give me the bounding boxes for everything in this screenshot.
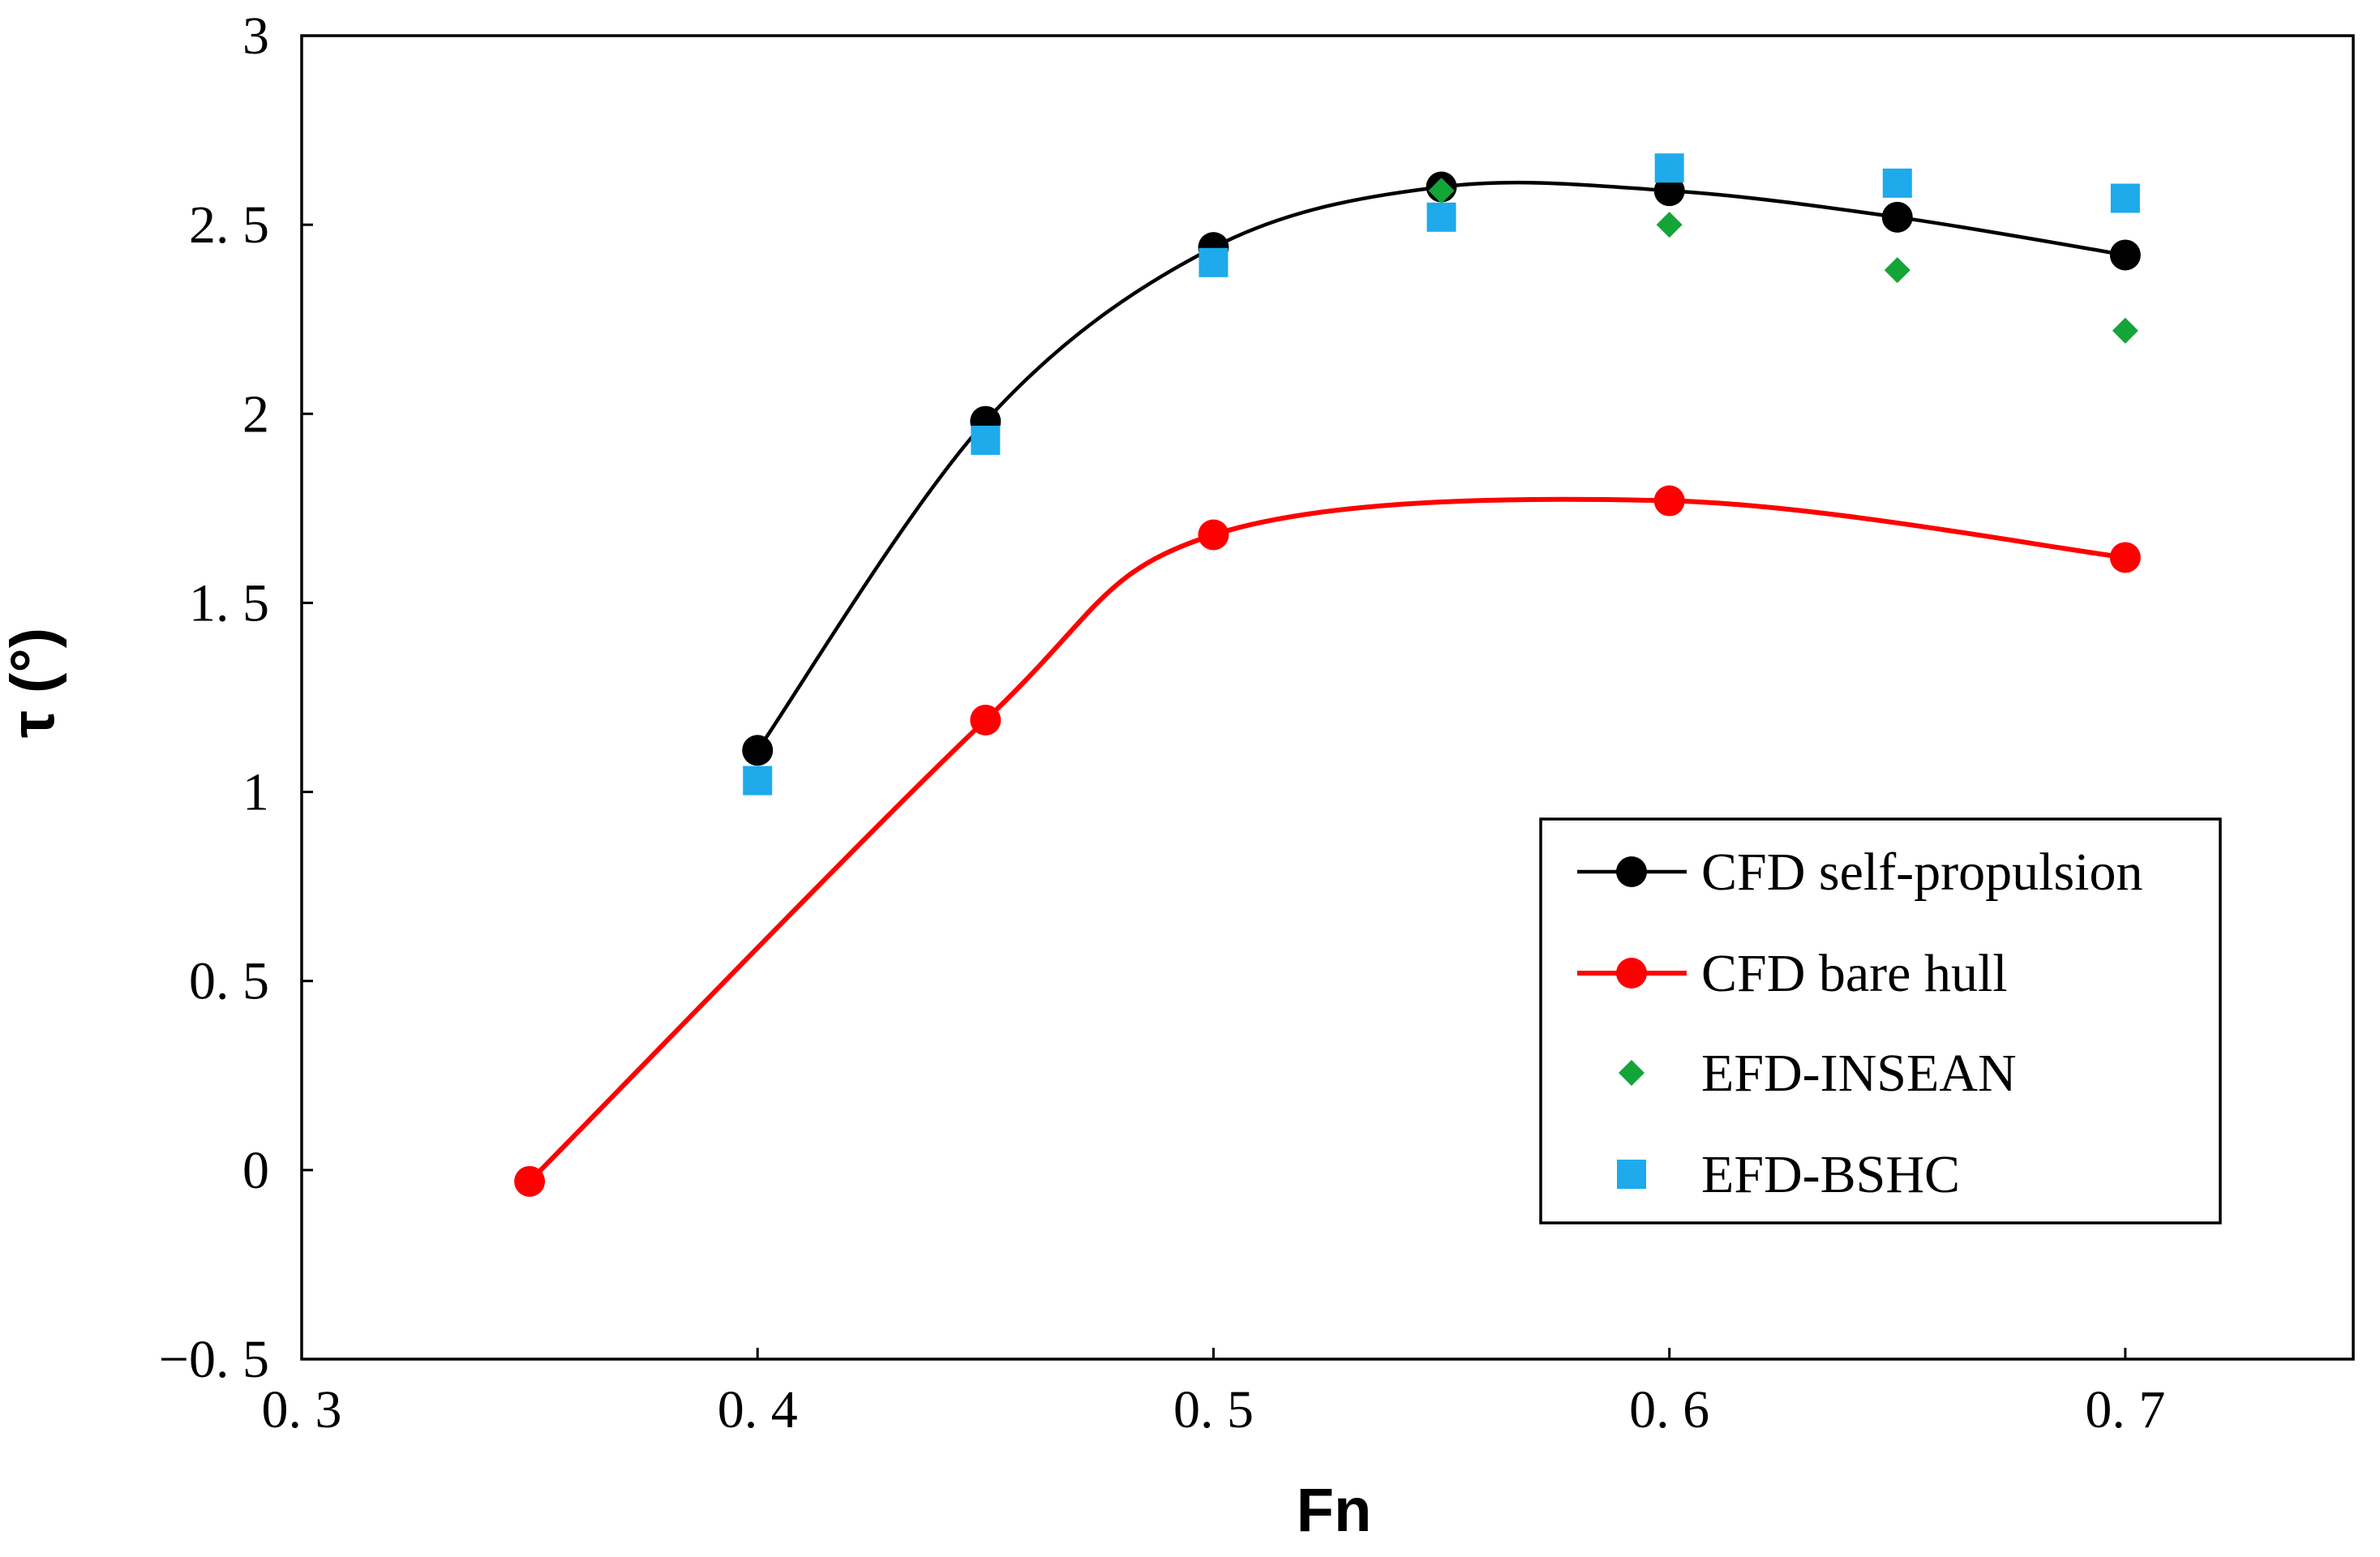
data-point-efd-bshc bbox=[2110, 183, 2140, 213]
y-tick-label: 3 bbox=[242, 6, 269, 66]
legend-marker-cfd-self-propulsion bbox=[1616, 856, 1647, 887]
legend: CFD self-propulsion CFD bare hull EFD-INSE… bbox=[1539, 817, 2222, 1225]
ticks-layer: 0. 3 0. 4 0. 5 0. 6 0. 7 −0. 5 0 0. 5 1 1. 5 2 2. 5… bbox=[159, 6, 2166, 1439]
data-point-efd-insean bbox=[1884, 257, 1910, 284]
x-tick-label: 0. 5 bbox=[1173, 1380, 1254, 1439]
y-tick-label: 2 bbox=[242, 384, 269, 444]
x-tick-label: 0. 3 bbox=[262, 1380, 342, 1439]
data-point-efd-insean bbox=[1656, 212, 1683, 238]
data-point-cfd-self-propulsion bbox=[1653, 175, 1685, 207]
data-point-efd-bshc bbox=[1199, 247, 1229, 277]
data-point-cfd-self-propulsion bbox=[2109, 239, 2141, 271]
data-point-efd-bshc bbox=[1426, 202, 1456, 232]
y-tick-label: 0. 5 bbox=[189, 952, 269, 1011]
axis-labels-layer: Fn τ (°) bbox=[0, 628, 1371, 1545]
legend-marker-cfd-bare-hull bbox=[1616, 958, 1647, 989]
legend-label-cfd-self-propulsion: CFD self-propulsion bbox=[1701, 843, 2143, 902]
data-point-cfd-self-propulsion bbox=[1881, 201, 1913, 233]
legend-label-cfd-bare-hull: CFD bare hull bbox=[1701, 944, 2008, 1003]
data-point-cfd-bare-hull bbox=[1198, 519, 1229, 551]
y-tick-label: −0. 5 bbox=[159, 1330, 269, 1389]
data-point-cfd-bare-hull bbox=[970, 704, 1001, 736]
x-axis-title: Fn bbox=[1297, 1476, 1372, 1545]
y-tick-label: 1 bbox=[242, 763, 269, 822]
legend-box bbox=[1539, 817, 2222, 1225]
plot-area-frame bbox=[300, 34, 2355, 1361]
data-point-efd-insean bbox=[2112, 317, 2138, 344]
data-point-efd-bshc bbox=[1882, 168, 1912, 198]
data-point-cfd-self-propulsion bbox=[742, 735, 774, 766]
data-point-efd-bshc bbox=[971, 425, 1001, 455]
legend-label-efd-insean: EFD-INSEAN bbox=[1701, 1044, 2017, 1103]
x-tick-label: 0. 6 bbox=[1629, 1380, 1709, 1439]
y-tick-label: 1. 5 bbox=[189, 573, 269, 633]
data-point-efd-bshc bbox=[743, 766, 773, 796]
data-point-efd-bshc bbox=[1654, 153, 1684, 183]
y-axis-title: τ (°) bbox=[0, 628, 67, 738]
data-point-cfd-bare-hull bbox=[514, 1165, 546, 1197]
data-point-cfd-bare-hull bbox=[1653, 485, 1685, 517]
data-point-efd-insean bbox=[1428, 178, 1455, 204]
series-markers-layer bbox=[514, 153, 2141, 1197]
legend-marker-efd-insean bbox=[1619, 1060, 1645, 1086]
x-tick-label: 0. 4 bbox=[718, 1380, 798, 1439]
x-tick-label: 0. 7 bbox=[2085, 1380, 2165, 1439]
legend-label-efd-bshc: EFD-BSHC bbox=[1701, 1145, 1960, 1204]
plot-frame-layer bbox=[300, 34, 2355, 1361]
y-tick-label: 0 bbox=[242, 1141, 269, 1200]
legend-marker-efd-bshc bbox=[1617, 1160, 1646, 1189]
y-tick-label: 2. 5 bbox=[189, 195, 269, 255]
data-point-cfd-bare-hull bbox=[2109, 542, 2141, 573]
